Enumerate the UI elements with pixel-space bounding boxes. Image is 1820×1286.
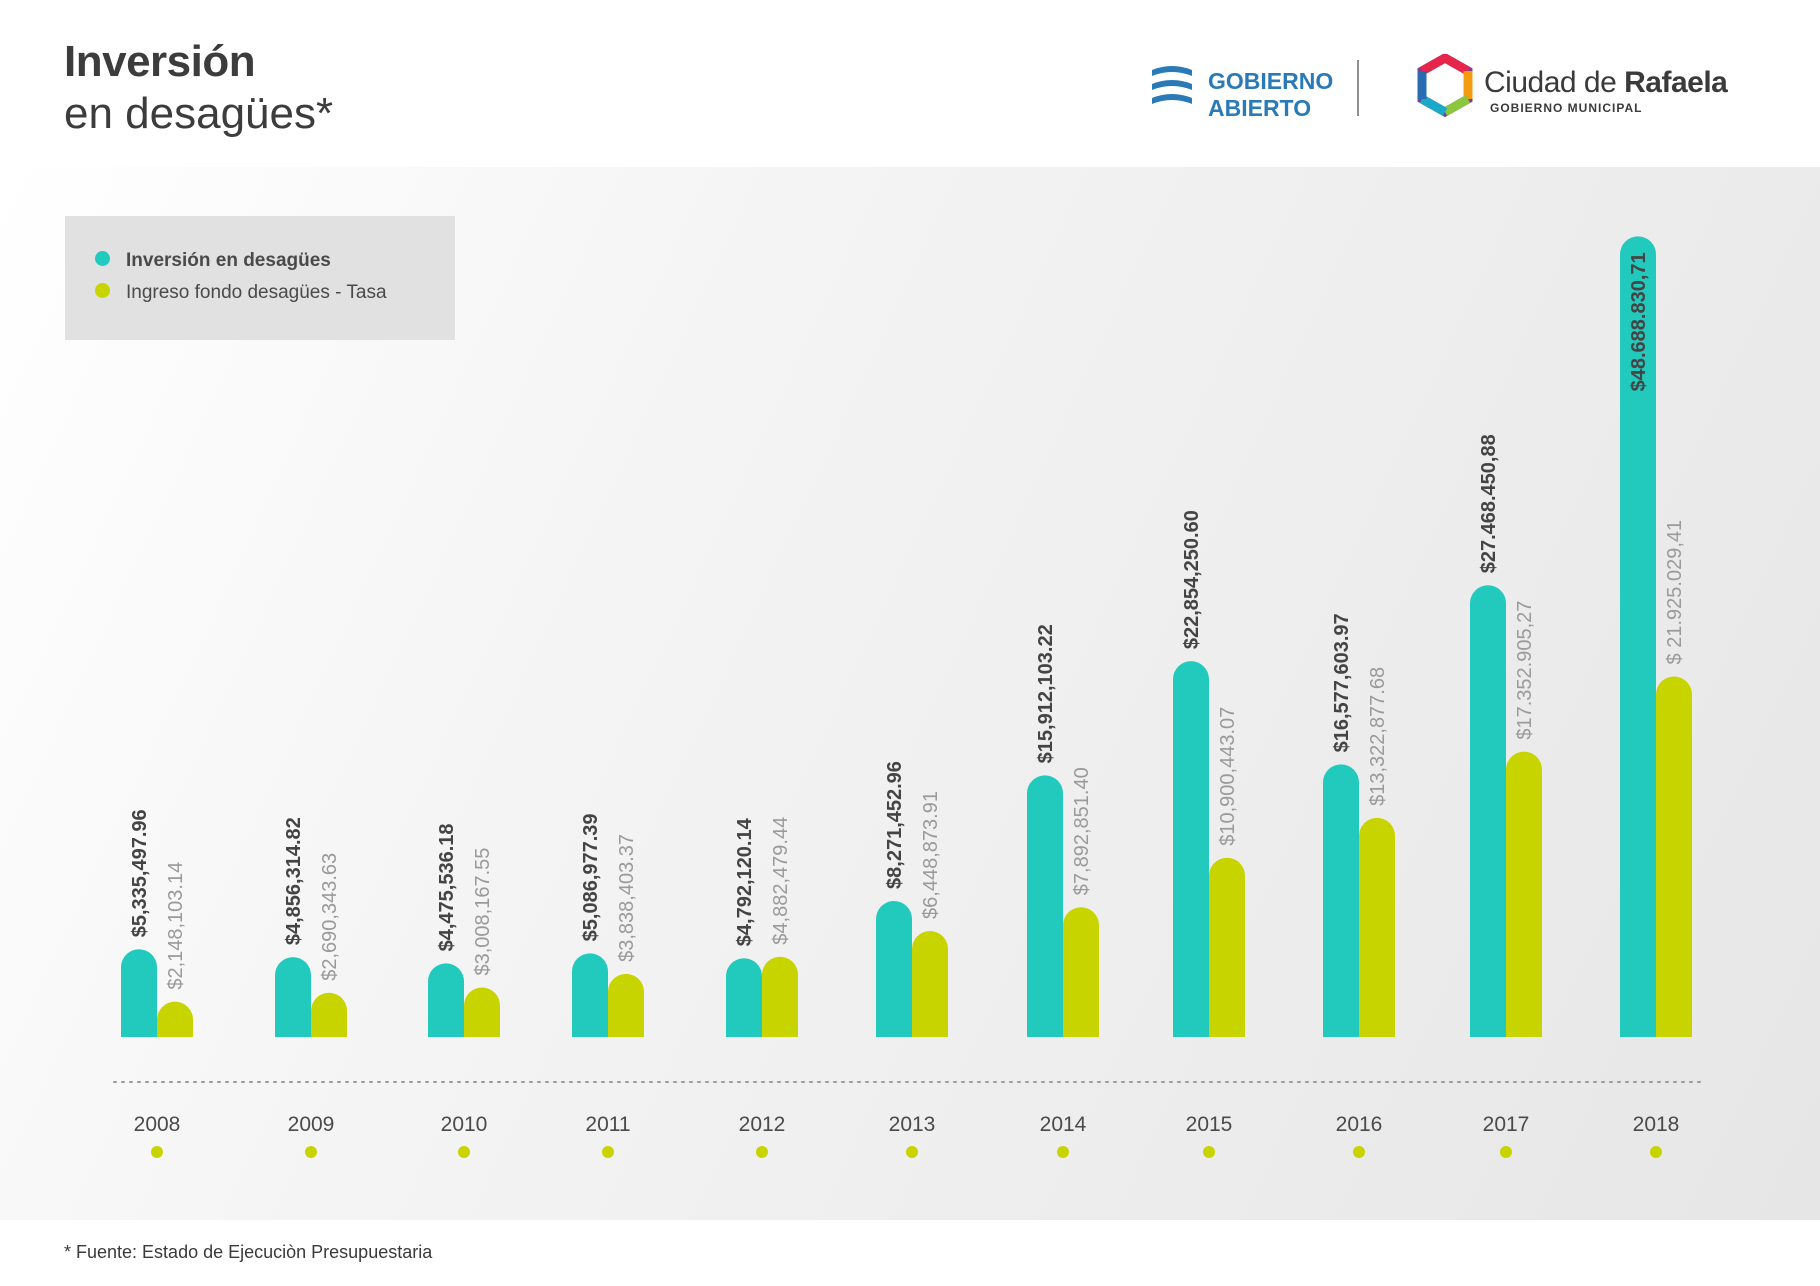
value-label-inversion: $5,335,497.96 xyxy=(129,809,151,937)
header-logos: GOBIERNO ABIERTO Ciudad de Rafaela GOBIE… xyxy=(1150,52,1730,122)
bar-inversion xyxy=(121,949,157,1037)
rafaela-subtitle: GOBIERNO MUNICIPAL xyxy=(1490,101,1643,115)
year-dot xyxy=(305,1146,317,1158)
x-tick-label: 2018 xyxy=(1633,1113,1680,1136)
gobierno-abierto-icon xyxy=(1152,66,1192,104)
x-tick-label: 2013 xyxy=(889,1113,936,1136)
year-dot xyxy=(1650,1146,1662,1158)
year-dot xyxy=(906,1146,918,1158)
gobierno-abierto-line1: GOBIERNO xyxy=(1208,68,1334,94)
legend-lime-dot xyxy=(95,283,110,299)
bar-ingreso xyxy=(762,956,798,1037)
value-label-inversion: $5,086,977.39 xyxy=(580,813,602,941)
page-title: Inversión xyxy=(64,37,256,86)
value-label-ingreso: $7,892,851.40 xyxy=(1071,767,1093,895)
value-label-ingreso: $ 21.925.029,41 xyxy=(1664,520,1686,665)
rafaela-name: Ciudad de Rafaela xyxy=(1484,66,1728,100)
bar-inversion xyxy=(1323,764,1359,1037)
year-dot xyxy=(1500,1146,1512,1158)
bar-ingreso xyxy=(464,987,500,1037)
legend-item-ingreso: Ingreso fondo desagües - Tasa xyxy=(95,282,387,304)
bar-inversion xyxy=(1027,775,1063,1037)
bar-inversion xyxy=(876,900,912,1037)
x-tick-label: 2010 xyxy=(441,1113,488,1136)
bar-ingreso xyxy=(1209,857,1245,1037)
bar-ingreso xyxy=(311,992,347,1037)
rafaela-hexagon-icon xyxy=(1417,52,1473,118)
legend-label-ingreso: Ingreso fondo desagües - Tasa xyxy=(126,282,387,303)
value-label-ingreso: $2,690,343.63 xyxy=(319,853,341,981)
value-label-inversion: $4,856,314.82 xyxy=(283,817,305,945)
value-label-inversion: $8,271,452.96 xyxy=(884,761,906,889)
bar-inversion xyxy=(1173,661,1209,1037)
legend-label-inversion: Inversión en desagües xyxy=(126,250,331,271)
x-tick-label: 2016 xyxy=(1336,1113,1383,1136)
value-label-ingreso: $10,900,443.07 xyxy=(1217,707,1239,846)
value-label-inversion: $4,792,120.14 xyxy=(734,817,756,946)
year-dot xyxy=(1057,1146,1069,1158)
value-label-ingreso: $3,008,167.55 xyxy=(472,848,494,976)
year-dot xyxy=(756,1146,768,1158)
x-tick-label: 2017 xyxy=(1483,1113,1530,1136)
bar-inversion xyxy=(572,953,608,1037)
bar-ingreso xyxy=(608,973,644,1037)
value-label-ingreso: $4,882,479.44 xyxy=(770,817,792,945)
bar-inversion xyxy=(726,958,762,1037)
bar-ingreso xyxy=(1359,817,1395,1037)
chart-legend: Inversión en desagües Ingreso fondo desa… xyxy=(65,216,455,340)
value-label-ingreso: $2,148,103.14 xyxy=(165,862,187,990)
value-label-inversion: $16,577,603.97 xyxy=(1331,613,1353,752)
page-subtitle: en desagües* xyxy=(64,89,334,138)
year-dot xyxy=(1353,1146,1365,1158)
bar-ingreso xyxy=(157,1001,193,1037)
value-label-inversion: $15,912,103.22 xyxy=(1035,624,1057,763)
bar-inversion xyxy=(428,963,464,1037)
bar-ingreso xyxy=(1506,751,1542,1037)
x-tick-label: 2011 xyxy=(585,1113,630,1136)
bar-ingreso xyxy=(1656,676,1692,1037)
year-dot xyxy=(602,1146,614,1158)
gobierno-abierto-line2: ABIERTO xyxy=(1208,95,1312,121)
legend-teal-dot xyxy=(95,251,110,267)
bar-inversion xyxy=(1470,585,1506,1037)
value-label-ingreso: $17.352.905,27 xyxy=(1514,601,1536,740)
legend-item-inversion: Inversión en desagües xyxy=(95,250,331,272)
gobierno-abierto-text: GOBIERNO ABIERTO xyxy=(1208,68,1333,122)
value-label-inversion: $22,854,250.60 xyxy=(1181,510,1203,649)
footnote: * Fuente: Estado de Ejecuciòn Presupuest… xyxy=(64,1242,433,1262)
x-tick-label: 2008 xyxy=(134,1113,181,1136)
year-dot xyxy=(151,1146,163,1158)
x-tick-label: 2009 xyxy=(288,1113,335,1136)
year-dot xyxy=(1203,1146,1215,1158)
value-label-inversion: $4,475,536.18 xyxy=(436,823,458,951)
value-label-inversion: $27.468.450,88 xyxy=(1478,434,1500,573)
value-label-ingreso: $6,448,873.91 xyxy=(920,791,942,919)
bar-ingreso xyxy=(1063,907,1099,1037)
x-tick-label: 2014 xyxy=(1040,1113,1087,1136)
value-label-inversion: $48.688.830,71 xyxy=(1628,252,1650,391)
bar-ingreso xyxy=(912,930,948,1037)
bar-inversion xyxy=(1620,236,1656,1037)
chart-panel xyxy=(0,167,1820,1220)
logo-divider xyxy=(1357,60,1359,116)
rafaela-name-light: Ciudad de xyxy=(1484,66,1625,99)
x-tick-label: 2015 xyxy=(1186,1113,1233,1136)
value-label-ingreso: $3,838,403.37 xyxy=(616,834,638,962)
title-block: Inversión en desagües* xyxy=(64,36,333,140)
bar-inversion xyxy=(275,957,311,1037)
rafaela-logo: Ciudad de Rafaela GOBIERNO MUNICIPAL xyxy=(1412,52,1732,118)
year-dot xyxy=(458,1146,470,1158)
gobierno-abierto-logo: GOBIERNO ABIERTO xyxy=(1150,60,1350,121)
value-label-ingreso: $13,322,877.68 xyxy=(1367,667,1389,806)
x-tick-label: 2012 xyxy=(739,1113,786,1136)
rafaela-name-bold: Rafaela xyxy=(1624,66,1728,99)
